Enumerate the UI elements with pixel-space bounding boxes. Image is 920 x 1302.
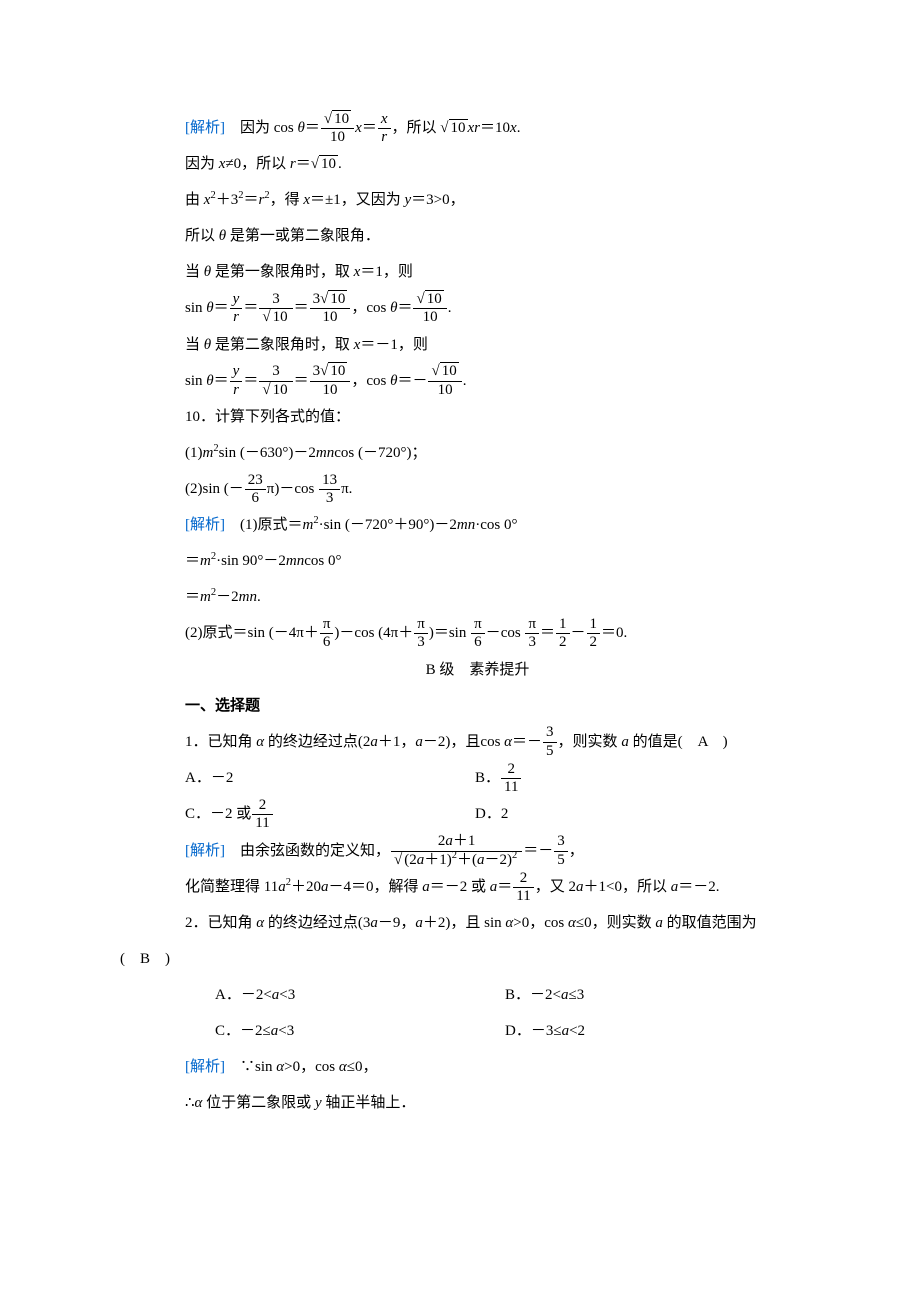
section-choice: 一、选择题 [155,688,800,724]
b2-opt-d[interactable]: D．－3≤a<2 [505,1013,800,1049]
b1-answer: A [698,734,708,750]
b2-opt-c[interactable]: C．－2≤a<3 [215,1013,505,1049]
b1-sol-1: [解析] 由余弦函数的定义知，2a＋1√(2a＋1)2＋(a－2)2＝－35， [155,833,800,869]
analysis-label: [解析] [185,517,225,533]
prev-sol-l6: sin θ＝yr＝3√10＝3√1010，cos θ＝√1010. [155,290,800,326]
q10-part1: (1)m2sin (－630°)－2mncos (－720°)； [155,435,800,471]
b2-answer: B [140,951,150,967]
analysis-label: [解析] [185,1059,225,1075]
analysis-label: [解析] [185,843,225,859]
prev-sol-l2: 因为 x≠0，所以 r＝√10. [155,146,800,182]
b1-options-row1: A．－2 B．211 [155,760,800,796]
prev-sol-l8: sin θ＝yr＝3√10＝3√1010，cos θ＝－√1010. [155,363,800,399]
b2-options-row2: C．－2≤a<3 D．－3≤a<2 [155,1013,800,1049]
q10-sol-2: (2)原式＝sin (－4π＋π6)－cos (4π＋π3)＝sin π6－co… [155,615,800,651]
b1-opt-b[interactable]: B．211 [475,760,800,796]
b1-opt-c[interactable]: C．－2 或211 [185,796,475,832]
q10-sol-1b: ＝m2·sin 90°－2mncos 0° [155,543,800,579]
b2-stem: 2．已知角 α 的终边经过点(3a－9，a＋2)，且 sin α>0，cos α… [155,905,800,941]
q10-stem: 10．计算下列各式的值： [155,399,800,435]
level-b-heading: B 级 素养提升 [155,652,800,688]
prev-sol-l4: 所以 θ 是第一或第二象限角． [155,218,800,254]
q10-sol-1a: [解析] (1)原式＝m2·sin (－720°＋90°)－2mn·cos 0° [155,507,800,543]
b2-opt-b[interactable]: B．－2<a≤3 [505,977,800,1013]
prev-sol-l1: [解析] 因为 cos θ＝√1010x＝xr，所以 √10xr＝10x. [155,110,800,146]
q10-sol-1c: ＝m2－2mn. [155,579,800,615]
b2-options-row1: A．－2<a<3 B．－2<a≤3 [155,977,800,1013]
b2-sol-2: ∴α 位于第二象限或 y 轴正半轴上． [155,1085,800,1121]
b1-options-row2: C．－2 或211 D．2 [155,796,800,832]
prev-sol-l3: 由 x2＋32＝r2，得 x＝±1，又因为 y＝3>0， [155,182,800,218]
b2-opt-a[interactable]: A．－2<a<3 [215,977,505,1013]
b1-opt-a[interactable]: A．－2 [185,760,475,796]
analysis-label: [解析] [185,120,225,136]
b2-paren: ( B ) [120,941,800,977]
b1-sol-2: 化简整理得 11a2＋20a－4＝0，解得 a＝－2 或 a＝211，又 2a＋… [155,869,800,905]
prev-sol-l5: 当 θ 是第一象限角时，取 x＝1，则 [155,254,800,290]
b1-stem: 1．已知角 α 的终边经过点(2a＋1，a－2)，且cos α＝－35，则实数 … [155,724,800,760]
q10-part2: (2)sin (－236π)－cos 133π. [155,471,800,507]
prev-sol-l7: 当 θ 是第二象限角时，取 x＝－1，则 [155,327,800,363]
b1-opt-d[interactable]: D．2 [475,796,800,832]
b2-sol-1: [解析] ∵sin α>0，cos α≤0， [155,1049,800,1085]
